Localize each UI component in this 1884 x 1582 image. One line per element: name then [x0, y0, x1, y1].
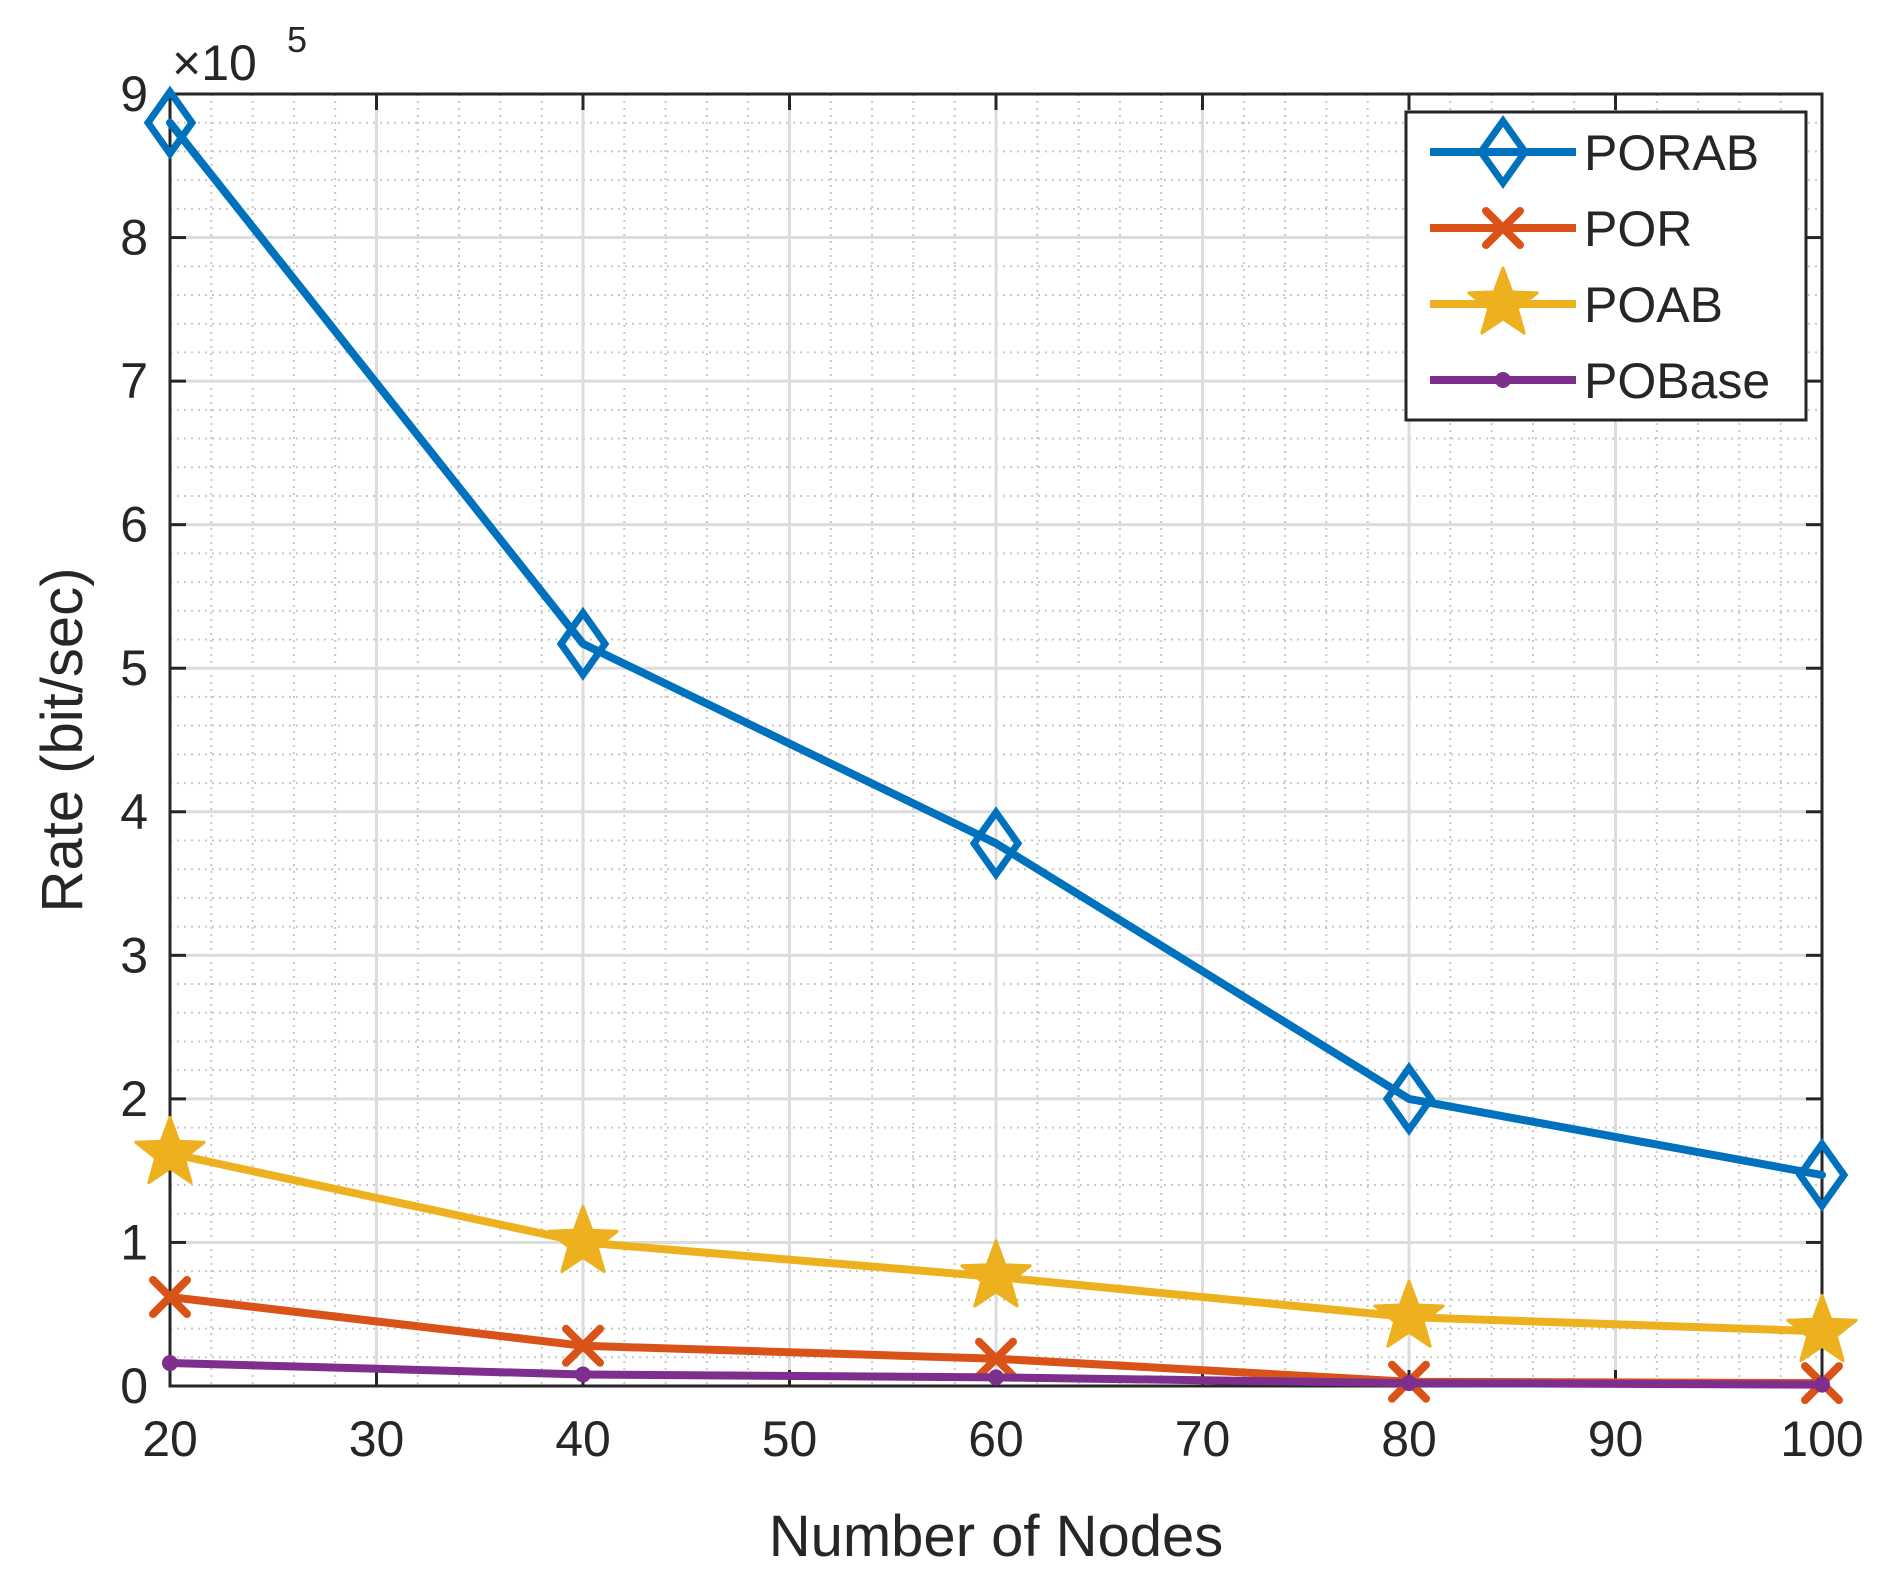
point-poab	[960, 1239, 1032, 1308]
legend: PORAB POR POAB POBase	[1404, 110, 1808, 422]
y-multiplier-exponent: 5	[287, 19, 307, 60]
y-tick-label: 9	[120, 66, 148, 122]
point-pobase	[575, 1366, 591, 1383]
point-por	[149, 1276, 191, 1318]
point-poab	[134, 1115, 206, 1185]
x-tick-label: 50	[762, 1411, 818, 1467]
point-pobase	[162, 1355, 178, 1372]
legend-entry-poab: POAB	[1430, 266, 1723, 335]
y-tick-label: 2	[120, 1071, 148, 1127]
y-multiplier-base: ×10	[172, 35, 257, 91]
x-tick-labels: 20 30 40 50 60 70 80 90 100	[142, 1411, 1864, 1467]
legend-marker-porab	[1476, 114, 1530, 190]
y-tick-label: 6	[120, 497, 148, 553]
legend-label-porab: PORAB	[1584, 125, 1759, 181]
x-tick-label: 30	[349, 1411, 405, 1467]
point-poab	[1786, 1293, 1858, 1363]
series-layer	[134, 85, 1858, 1405]
series-pobase	[162, 1355, 1830, 1393]
point-porab	[1382, 1061, 1436, 1136]
point-pobase	[1401, 1375, 1417, 1392]
legend-marker-pobase	[1495, 372, 1511, 388]
point-porab	[1795, 1137, 1849, 1213]
x-tick-label: 60	[968, 1411, 1024, 1467]
point-porab	[969, 806, 1023, 881]
point-pobase	[988, 1369, 1004, 1386]
y-tick-label: 0	[120, 1358, 148, 1414]
y-tick-label: 4	[120, 784, 148, 840]
x-tick-label: 20	[142, 1411, 198, 1467]
legend-marker-por	[1482, 207, 1524, 249]
legend-label-por: POR	[1584, 201, 1692, 257]
y-tick-label: 5	[120, 640, 148, 696]
legend-marker-poab	[1467, 266, 1539, 335]
legend-entry-por: POR	[1430, 201, 1692, 257]
legend-label-poab: POAB	[1584, 277, 1723, 333]
y-tick-label: 3	[120, 927, 148, 983]
legend-entry-pobase: POBase	[1430, 353, 1770, 409]
x-tick-label: 40	[555, 1411, 611, 1467]
legend-box	[1404, 110, 1808, 422]
point-poab	[1373, 1279, 1445, 1348]
y-tick-label: 1	[120, 1214, 148, 1270]
x-tick-label: 90	[1588, 1411, 1644, 1467]
point-porab	[143, 85, 197, 160]
x-axis-label: Number of Nodes	[769, 1504, 1224, 1569]
x-tick-label: 100	[1780, 1411, 1863, 1467]
point-por	[975, 1337, 1017, 1380]
y-tick-labels: 0 1 2 3 4 5 6 7 8 9	[120, 66, 148, 1414]
point-poab	[547, 1204, 619, 1274]
legend-entry-porab: PORAB	[1430, 114, 1759, 190]
x-tick-label: 80	[1381, 1411, 1437, 1467]
y-tick-label: 7	[120, 353, 148, 409]
point-por	[562, 1324, 604, 1367]
legend-label-pobase: POBase	[1584, 353, 1770, 409]
point-pobase	[1814, 1376, 1830, 1393]
series-poab	[134, 1115, 1858, 1363]
y-axis-label: Rate (bit/sec)	[30, 568, 95, 913]
series-porab	[143, 85, 1849, 1213]
x-tick-label: 70	[1175, 1411, 1231, 1467]
series-line-porab	[166, 118, 1826, 1179]
y-tick-label: 8	[120, 210, 148, 266]
point-porab	[556, 606, 610, 681]
